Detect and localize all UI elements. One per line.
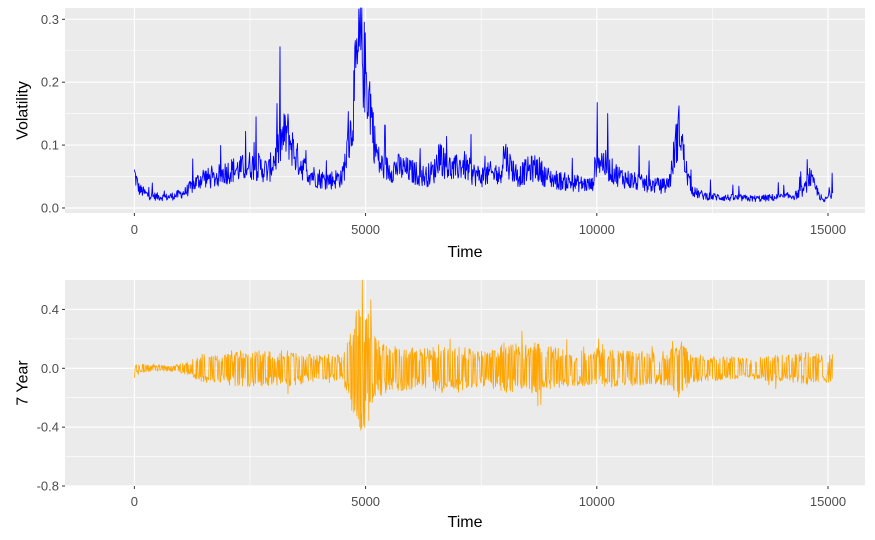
seven-year-x-axis-title: Time — [448, 514, 483, 531]
seven-year-x-tick-labels: 0 5000 10000 15000 — [131, 486, 846, 509]
volatility-plot-panel — [65, 8, 865, 213]
x-tick-label: 0 — [131, 494, 138, 509]
volatility-series — [133, 7, 834, 203]
volatility-gridlines — [65, 8, 865, 213]
y-tick-label: 0.1 — [41, 138, 59, 153]
series-line — [133, 7, 834, 203]
series-line — [133, 279, 834, 431]
x-tick-label: 15000 — [810, 494, 846, 509]
seven-year-series — [133, 279, 834, 431]
x-tick-label: 10000 — [579, 222, 615, 237]
x-tick-label: 0 — [131, 222, 138, 237]
y-tick-label: -0.8 — [37, 479, 59, 494]
volatility-y-axis-title: Volatility — [15, 81, 32, 140]
volatility-y-tick-labels: 0.0 0.1 0.2 0.3 — [41, 12, 65, 215]
seven-year-plot-panel — [65, 280, 865, 486]
x-tick-label: 5000 — [351, 222, 380, 237]
volatility-chart: 0.0 0.1 0.2 0.3 0 5000 10000 15000 Time Volati… — [15, 7, 865, 261]
volatility-x-axis-title: Time — [448, 244, 483, 261]
seven-year-chart: -0.8 -0.4 0.0 0.4 0 5000 10000 15000 Time 7 Ye… — [15, 279, 865, 531]
seven-year-y-tick-labels: -0.8 -0.4 0.0 0.4 — [37, 302, 65, 494]
y-tick-label: -0.4 — [37, 420, 59, 435]
y-tick-label: 0.2 — [41, 75, 59, 90]
y-tick-label: 0.0 — [41, 200, 59, 215]
y-tick-label: 0.4 — [41, 302, 59, 317]
y-tick-label: 0.3 — [41, 12, 59, 27]
y-tick-label: 0.0 — [41, 361, 59, 376]
x-tick-label: 10000 — [579, 494, 615, 509]
seven-year-y-axis-title: 7 Year — [15, 360, 32, 406]
volatility-x-tick-labels: 0 5000 10000 15000 — [131, 213, 846, 237]
x-tick-label: 5000 — [351, 494, 380, 509]
x-tick-label: 15000 — [810, 222, 846, 237]
